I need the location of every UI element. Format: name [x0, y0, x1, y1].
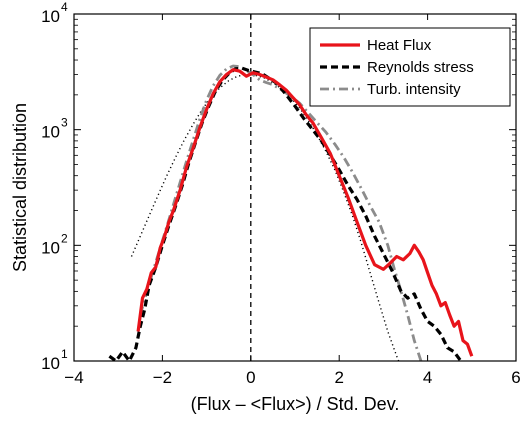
- series-reference-gaussian-line: [130, 73, 400, 361]
- x-tick-label: 2: [334, 368, 343, 387]
- plot-frame: [73, 13, 517, 362]
- legend: Heat Flux Reynolds stress Turb. intensity: [309, 27, 511, 107]
- y-tick-label: 10: [41, 7, 60, 26]
- chart-marks: [108, 14, 474, 361]
- series-heat-flux-line: [136, 68, 474, 357]
- series-turb-intensity-line: [138, 64, 423, 361]
- x-tick-label: −2: [153, 368, 172, 387]
- y-tick-label: 10: [41, 238, 60, 257]
- x-axis-label: (Flux – <Flux>) / Std. Dev.: [191, 394, 400, 414]
- x-tick-label: 4: [423, 368, 432, 387]
- legend-label-reynolds-stress: Reynolds stress: [367, 59, 474, 76]
- legend-label-turb-intensity: Turb. intensity: [367, 81, 461, 98]
- x-tick-label: 0: [246, 368, 255, 387]
- y-tick-exponent: 3: [61, 116, 68, 130]
- y-tick-exponent: 2: [61, 231, 68, 245]
- legend-label-heat-flux: Heat Flux: [367, 37, 432, 54]
- y-tick-exponent: 1: [61, 347, 68, 361]
- y-tick-label: 10: [41, 354, 60, 373]
- y-axis-label: Statistical distribution: [10, 103, 30, 272]
- x-tick-label: −4: [64, 368, 83, 387]
- y-tick-exponent: 4: [61, 0, 68, 14]
- y-tick-label: 10: [41, 123, 60, 142]
- x-tick-label: 6: [511, 368, 520, 387]
